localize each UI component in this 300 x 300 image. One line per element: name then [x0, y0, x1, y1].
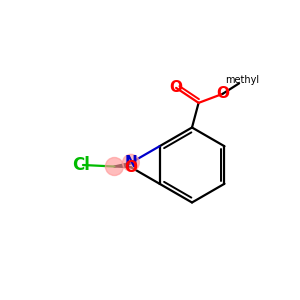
Text: O: O: [216, 86, 229, 101]
Text: O: O: [169, 80, 183, 95]
Text: Cl: Cl: [73, 156, 90, 174]
Text: O: O: [124, 160, 137, 175]
Circle shape: [122, 154, 139, 171]
Text: N: N: [124, 155, 137, 170]
Text: methyl: methyl: [225, 75, 259, 85]
Circle shape: [105, 158, 123, 175]
